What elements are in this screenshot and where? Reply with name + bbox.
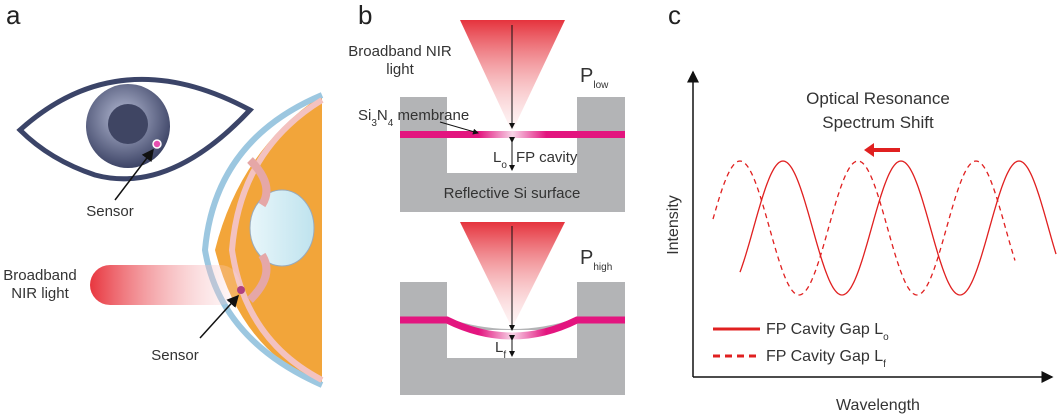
figure: a Sensor BroadbandNIR light Sensor b Bro…: [0, 0, 1058, 419]
sensor-dot: [237, 286, 245, 294]
cavity-label: FP cavity: [516, 149, 578, 166]
sensor-label: Sensor: [86, 203, 134, 220]
legend-label: FP Cavity Gap Lo: [766, 321, 889, 343]
pressure-label: Phigh: [580, 247, 612, 273]
pressure-label: Plow: [580, 65, 609, 91]
light-beam: [90, 265, 240, 305]
y-axis-label: Intensity: [665, 195, 682, 255]
sensor-dot: [153, 140, 161, 148]
panel-label: a: [6, 0, 21, 30]
spectrum-curve: [740, 161, 1056, 295]
pupil: [108, 104, 148, 144]
legend-label: FP Cavity Gap Lf: [766, 348, 886, 370]
spectrum-curve: [713, 161, 1015, 295]
membrane: [400, 131, 625, 138]
sensor-label: Sensor: [151, 347, 199, 364]
surface-label: Reflective Si surface: [444, 185, 581, 202]
panel-label: c: [668, 0, 681, 30]
panel-label: b: [358, 0, 372, 30]
shift-arrow-head: [864, 143, 874, 157]
x-axis-label: Wavelength: [836, 397, 920, 414]
